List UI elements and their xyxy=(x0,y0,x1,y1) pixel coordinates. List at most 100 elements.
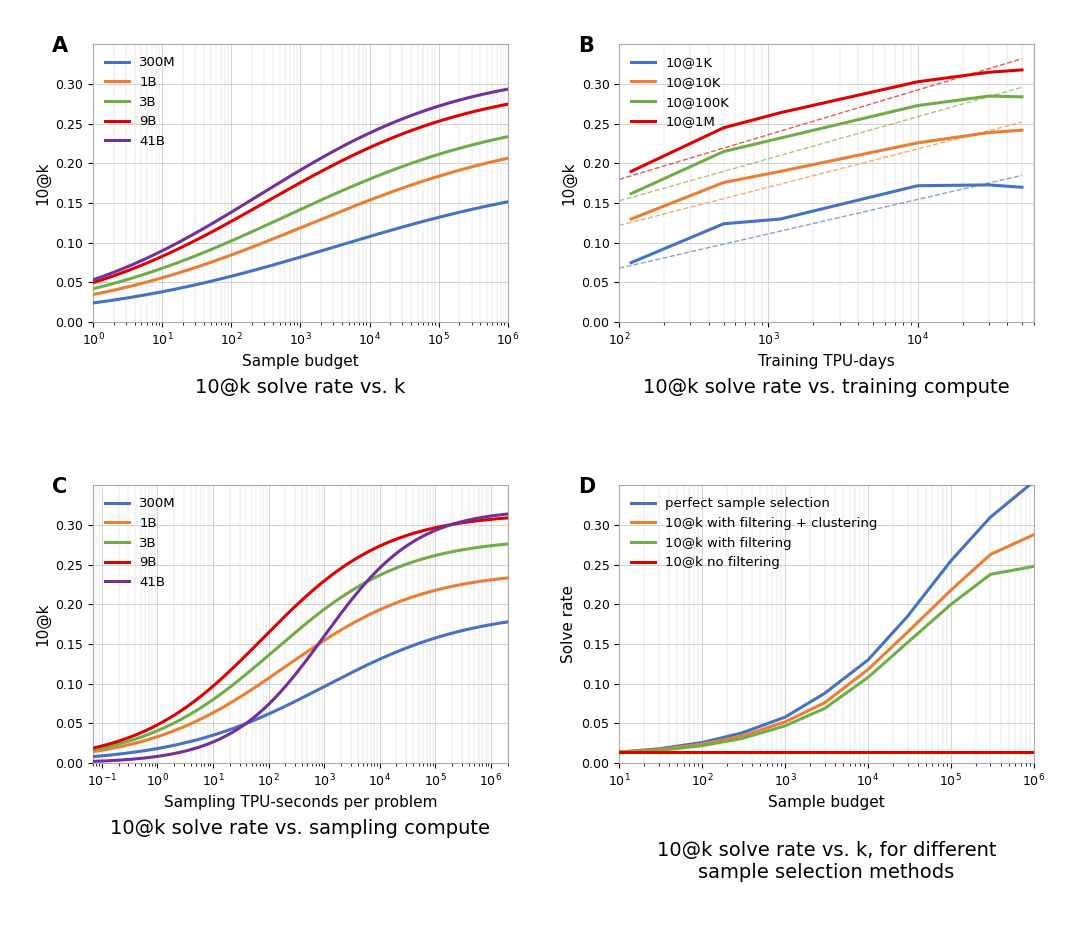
perfect sample selection xyxy=(696,737,708,748)
9B xyxy=(112,269,125,280)
3B xyxy=(110,739,123,751)
Y-axis label: Solve rate: Solve rate xyxy=(561,585,576,663)
10@100K xyxy=(717,146,730,157)
Legend: perfect sample selection, 10@k with filtering + clustering, 10@k with filtering,: perfect sample selection, 10@k with filt… xyxy=(626,492,883,575)
300M xyxy=(501,196,514,207)
1B xyxy=(339,622,352,633)
10@1K xyxy=(624,257,637,268)
300M xyxy=(338,238,351,249)
perfect sample selection xyxy=(612,747,625,758)
perfect sample selection xyxy=(984,512,997,523)
Line: 1B: 1B xyxy=(93,158,508,295)
41B xyxy=(338,140,351,151)
300M xyxy=(86,298,99,309)
10@k with filtering + clustering xyxy=(612,747,625,758)
41B xyxy=(501,84,514,95)
41B xyxy=(446,519,459,530)
9B xyxy=(444,113,457,124)
9B xyxy=(351,148,364,159)
300M xyxy=(446,628,459,639)
Line: 10@1M: 10@1M xyxy=(631,70,1022,171)
3B xyxy=(401,159,414,170)
Title: 10@k solve rate vs. training compute: 10@k solve rate vs. training compute xyxy=(644,378,1010,397)
41B xyxy=(352,586,365,597)
perfect sample selection xyxy=(779,711,792,723)
10@100K xyxy=(1015,91,1028,102)
Y-axis label: 10@k: 10@k xyxy=(35,603,50,646)
9B xyxy=(339,560,352,571)
300M xyxy=(352,664,365,675)
Line: 3B: 3B xyxy=(93,137,508,288)
10@k with filtering xyxy=(696,740,708,751)
9B xyxy=(328,567,341,578)
Line: 41B: 41B xyxy=(91,513,511,762)
300M xyxy=(328,676,341,687)
Legend: 10@1K, 10@10K, 10@100K, 10@1M: 10@1K, 10@10K, 10@100K, 10@1M xyxy=(626,51,734,133)
10@k with filtering xyxy=(901,637,914,648)
Text: D: D xyxy=(578,477,595,498)
1B xyxy=(328,629,341,640)
Title: 10@k solve rate vs. sampling compute: 10@k solve rate vs. sampling compute xyxy=(110,818,490,838)
41B xyxy=(403,538,416,550)
perfect sample selection xyxy=(735,727,748,738)
3B xyxy=(112,276,125,287)
3B xyxy=(444,145,457,156)
1B xyxy=(352,615,365,626)
Text: C: C xyxy=(52,477,67,498)
Line: 300M: 300M xyxy=(91,621,511,757)
10@1K xyxy=(717,219,730,230)
Line: 41B: 41B xyxy=(93,89,508,280)
Text: B: B xyxy=(578,36,594,56)
10@1M xyxy=(624,166,637,177)
10@k with filtering xyxy=(652,745,665,756)
Line: 300M: 300M xyxy=(93,202,508,303)
1B xyxy=(504,572,517,583)
perfect sample selection xyxy=(862,655,875,666)
Line: 3B: 3B xyxy=(91,544,511,751)
perfect sample selection xyxy=(652,743,665,754)
300M xyxy=(403,642,416,653)
9B xyxy=(86,277,99,288)
9B xyxy=(84,743,97,754)
10@100K xyxy=(912,100,924,112)
10@100K xyxy=(983,90,996,101)
9B xyxy=(338,153,351,165)
41B xyxy=(444,97,457,108)
10@10K xyxy=(774,166,787,177)
9B xyxy=(401,126,414,138)
Line: perfect sample selection: perfect sample selection xyxy=(619,482,1034,752)
3B xyxy=(84,745,97,756)
1B xyxy=(86,289,99,300)
10@k with filtering xyxy=(1027,561,1040,572)
3B xyxy=(352,581,365,592)
10@1M xyxy=(717,122,730,133)
X-axis label: Sample budget: Sample budget xyxy=(768,795,885,810)
10@10K xyxy=(717,177,730,188)
perfect sample selection xyxy=(819,688,832,699)
1B xyxy=(327,208,340,219)
Line: 10@k with filtering: 10@k with filtering xyxy=(619,566,1034,752)
3B xyxy=(504,538,517,550)
Legend: 300M, 1B, 3B, 9B, 41B: 300M, 1B, 3B, 9B, 41B xyxy=(99,492,181,594)
Legend: 300M, 1B, 3B, 9B, 41B: 300M, 1B, 3B, 9B, 41B xyxy=(99,51,181,153)
10@k with filtering + clustering xyxy=(652,744,665,755)
9B xyxy=(504,512,517,524)
41B xyxy=(401,112,414,123)
300M xyxy=(351,234,364,246)
perfect sample selection xyxy=(944,555,957,566)
1B xyxy=(84,747,97,758)
41B xyxy=(328,617,341,628)
10@1M xyxy=(983,67,996,78)
10@k with filtering xyxy=(612,747,625,758)
10@k with filtering xyxy=(862,671,875,683)
300M xyxy=(112,294,125,305)
10@k with filtering xyxy=(779,720,792,731)
Line: 9B: 9B xyxy=(91,518,511,749)
10@k with filtering + clustering xyxy=(819,698,832,709)
10@k with filtering + clustering xyxy=(862,664,875,675)
1B xyxy=(401,180,414,192)
9B xyxy=(327,159,340,170)
300M xyxy=(110,749,123,760)
1B xyxy=(501,153,514,164)
1B xyxy=(446,581,459,592)
